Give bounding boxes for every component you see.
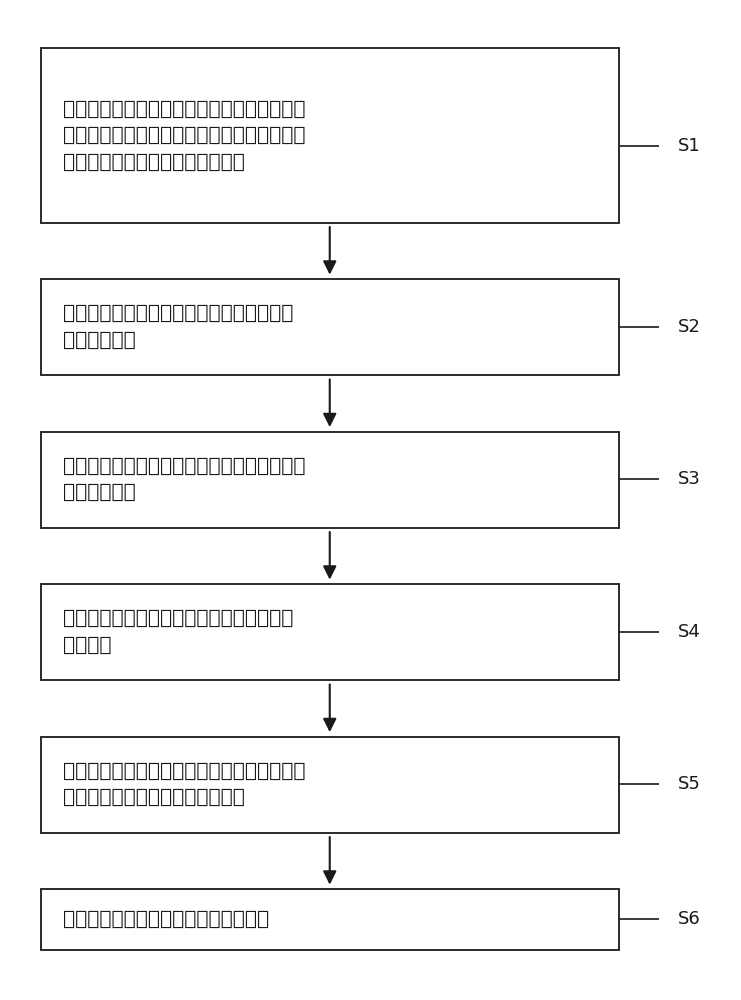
- Bar: [41, 432, 619, 528]
- Text: S2: S2: [678, 318, 701, 336]
- Bar: [41, 48, 619, 223]
- Bar: [41, 279, 619, 375]
- Text: 在血管超声图像上标注所述血流量信息: 在血管超声图像上标注所述血流量信息: [63, 910, 269, 929]
- Text: 根据血管超声图像识别目标对象中血管组织
的血管壁位置: 根据血管超声图像识别目标对象中血管组织 的血管壁位置: [63, 304, 293, 350]
- Text: 根据筛选后的血管壁位置和预设时间内的血流
速度计算出血管组织的血流量信息: 根据筛选后的血管壁位置和预设时间内的血流 速度计算出血管组织的血流量信息: [63, 762, 305, 807]
- Bar: [41, 584, 619, 680]
- Text: S3: S3: [678, 470, 701, 488]
- Text: S6: S6: [678, 910, 701, 928]
- Text: S5: S5: [678, 775, 701, 793]
- Text: S4: S4: [678, 623, 701, 641]
- Bar: [41, 737, 619, 832]
- Bar: [41, 889, 619, 950]
- Text: 获取目标对象在第一检测模式下预设时间内的
血管超声图像，并获取目标对象在第二检测模
式下预设时间内的超声多普勒图像: 获取目标对象在第一检测模式下预设时间内的 血管超声图像，并获取目标对象在第二检测…: [63, 99, 305, 171]
- Text: 对血管壁位置和预设时间内的所述血流速度
进行筛选: 对血管壁位置和预设时间内的所述血流速度 进行筛选: [63, 609, 293, 655]
- Text: 根据超声多普勒图像获取血管组织在预设时间
内的血流速度: 根据超声多普勒图像获取血管组织在预设时间 内的血流速度: [63, 457, 305, 502]
- Text: S1: S1: [678, 137, 701, 155]
